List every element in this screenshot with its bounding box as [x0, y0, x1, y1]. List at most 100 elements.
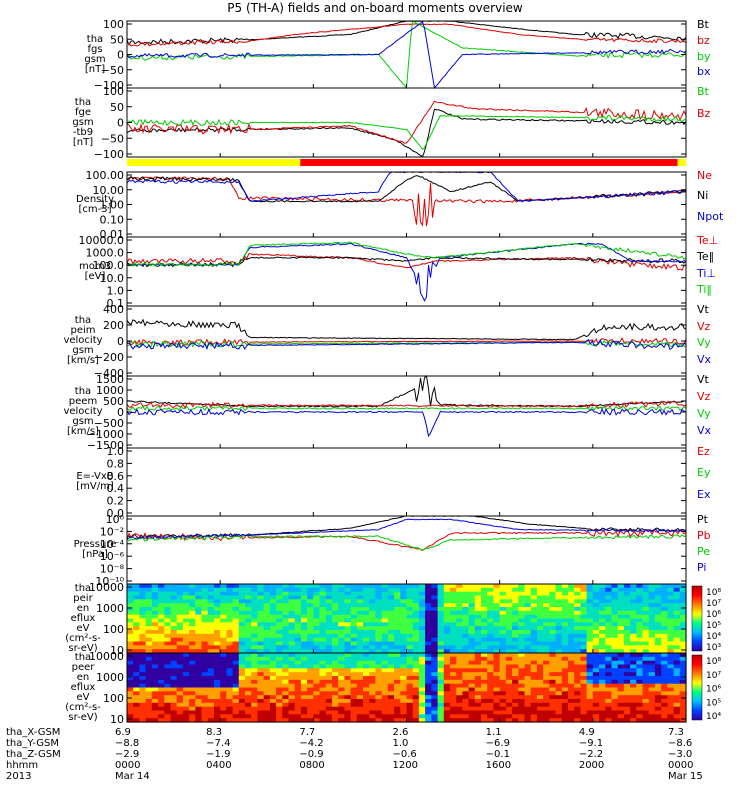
peer-pixel	[456, 664, 463, 669]
peer-pixel	[369, 695, 376, 700]
peir-pixel	[195, 595, 203, 600]
peer-pixel	[499, 695, 507, 700]
peer-pixel	[276, 656, 283, 662]
peer-pixel	[381, 664, 389, 669]
peer-pixel	[568, 656, 575, 662]
peir-pixel	[574, 595, 581, 600]
peer-pixel	[251, 710, 258, 715]
peer-pixel	[505, 668, 513, 673]
peer-pixel	[518, 656, 526, 662]
peir-pixel	[232, 645, 240, 650]
peer-pixel	[431, 702, 439, 708]
peir-pixel	[580, 584, 588, 589]
peir-pixel	[555, 587, 563, 593]
peer-pixel	[586, 714, 594, 719]
peer-pixel	[182, 718, 190, 723]
peir-pixel	[611, 641, 619, 646]
ephemeris-row-label: 2013	[6, 771, 32, 782]
peer-pixel	[673, 687, 681, 692]
peir-pixel	[387, 626, 395, 631]
peer-pixel	[288, 702, 296, 708]
peir-pixel	[630, 595, 637, 600]
peir-pixel	[592, 622, 600, 627]
peir-pixel	[499, 599, 507, 604]
peer-pixel	[350, 714, 358, 719]
peir-pixel	[400, 641, 408, 646]
peir-pixel	[623, 595, 631, 600]
peir-pixel	[648, 610, 656, 616]
peir-pixel	[636, 641, 644, 646]
peir-pixel	[127, 607, 134, 612]
peir-pixel	[437, 610, 445, 616]
peer-pixel	[481, 714, 488, 719]
peer-pixel	[630, 668, 637, 673]
peir-pixel	[518, 614, 526, 620]
peir-pixel	[412, 637, 420, 643]
peer-pixel	[456, 660, 463, 666]
peer-pixel	[611, 710, 619, 715]
peir-pixel	[456, 607, 463, 612]
peer-pixel	[623, 687, 631, 692]
peir-pixel	[151, 641, 159, 646]
peir-pixel	[151, 649, 159, 654]
peer-pixel	[164, 672, 172, 677]
peer-pixel	[412, 687, 420, 692]
peer-pixel	[648, 702, 656, 708]
peer-pixel	[431, 683, 439, 689]
peer-pixel	[263, 706, 271, 712]
peer-pixel	[245, 710, 252, 715]
pressure-ylabel-line: [nPa]	[82, 549, 108, 560]
peer-pixel	[319, 687, 327, 692]
peer-pixel	[207, 710, 215, 715]
peir-pixel	[158, 603, 165, 608]
peir-pixel	[412, 622, 420, 627]
peer-pixel	[294, 672, 302, 677]
peir-ylabel-line: eV	[76, 622, 90, 634]
peir-pixel	[654, 637, 662, 643]
peir-pixel	[481, 591, 488, 597]
peir-pixel	[530, 641, 538, 646]
peir-pixel	[450, 637, 457, 643]
peir-pixel	[263, 607, 271, 612]
peer-pixel	[654, 710, 662, 715]
peer-pixel	[170, 706, 178, 712]
peer-pixel	[487, 668, 494, 673]
peir-pixel	[288, 618, 296, 623]
peem-legend-entry: Vt	[697, 373, 709, 386]
peir-pixel	[518, 645, 526, 650]
peer-pixel	[580, 691, 588, 696]
peer-pixel	[195, 660, 203, 666]
peer-pixel	[226, 676, 234, 681]
peer-pixel	[481, 653, 488, 658]
peir-pixel	[431, 607, 439, 612]
peir-pixel	[543, 633, 550, 639]
peer-pixel	[269, 691, 277, 696]
peir-pixel	[543, 614, 550, 620]
temp-ylabel-line: [eV]	[84, 270, 106, 282]
peir-pixel	[226, 610, 234, 616]
peer-pixel	[276, 660, 283, 666]
peer-pixel	[319, 664, 327, 669]
peir-pixel	[636, 630, 644, 635]
peer-pixel	[164, 660, 172, 666]
peir-pixel	[189, 630, 196, 635]
peir-pixel	[673, 584, 681, 589]
peer-pixel	[412, 660, 420, 666]
peir-pixel	[325, 603, 333, 608]
peir-pixel	[251, 607, 258, 612]
peer-pixel	[300, 695, 308, 700]
peer-pixel	[642, 718, 650, 723]
ephemeris-value: Mar 14	[115, 771, 150, 782]
peer-pixel	[474, 656, 482, 662]
peir-pixel	[586, 649, 594, 654]
peer-pixel	[151, 687, 159, 692]
peer-pixel	[512, 710, 519, 715]
peir-pixel	[412, 630, 420, 635]
peer-pixel	[381, 672, 389, 677]
peer-pixel	[189, 699, 196, 704]
peir-pixel	[617, 610, 625, 616]
peir-pixel	[630, 633, 637, 639]
peer-pixel	[338, 664, 345, 669]
peer-pixel	[282, 653, 290, 658]
peer-pixel	[549, 656, 557, 662]
